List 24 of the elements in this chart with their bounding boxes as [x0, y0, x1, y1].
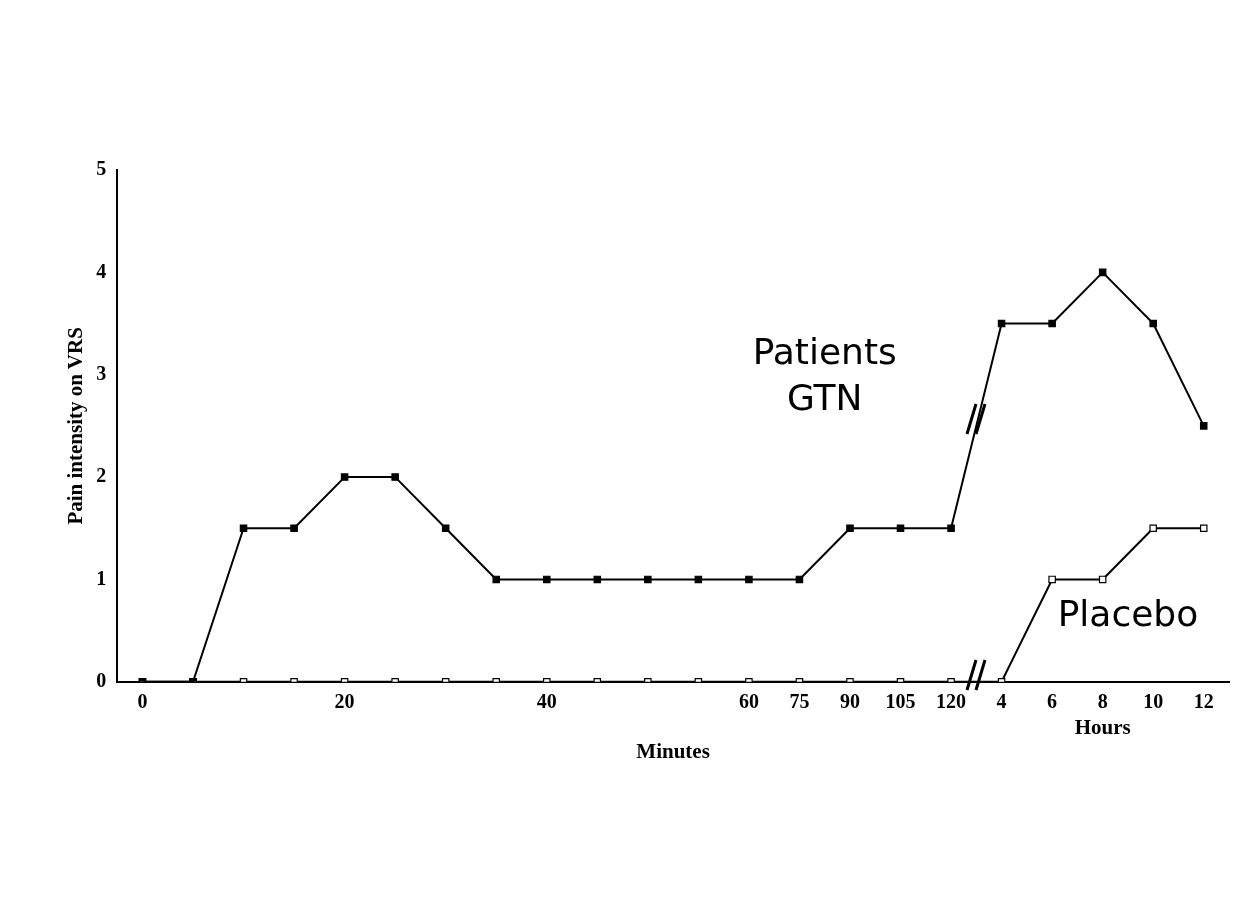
- series-label: Placebo: [1057, 592, 1199, 634]
- x-tick-label: 90: [839, 689, 860, 712]
- y-tick-label: 2: [96, 464, 107, 487]
- y-axis-title: Pain intensity on VRS: [63, 327, 88, 525]
- x-tick-label: 0: [137, 689, 148, 712]
- x-tick-label: 8: [1097, 689, 1108, 712]
- x-axis-title: Minutes: [636, 738, 710, 763]
- y-tick-label: 4: [96, 259, 107, 282]
- text: Hours: [1074, 714, 1131, 739]
- x-tick-label: 105: [885, 689, 916, 712]
- x-tick-label: 20: [334, 689, 355, 712]
- text: Patients GTN: [752, 331, 897, 419]
- x-tick-label: 75: [789, 689, 810, 712]
- x-tick-label: 6: [1047, 689, 1058, 712]
- y-tick-label: 0: [96, 668, 107, 691]
- y-tick-label: 1: [96, 566, 107, 589]
- x-tick-label: 40: [536, 689, 557, 712]
- y-tick-label: 3: [96, 361, 107, 384]
- y-tick-label: 5: [96, 157, 107, 180]
- x-tick-label: 60: [738, 689, 759, 712]
- x-tick-label: 120: [936, 689, 967, 712]
- x-tick-label: 10: [1143, 689, 1164, 712]
- x-tick-label: 4: [996, 689, 1007, 712]
- x-tick-label: 12: [1193, 689, 1214, 712]
